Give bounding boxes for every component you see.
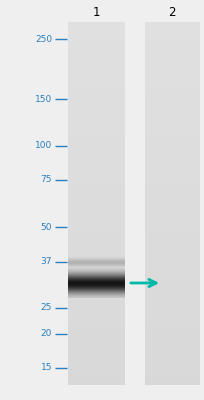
Text: 100: 100 xyxy=(35,142,52,150)
Text: 37: 37 xyxy=(40,258,52,266)
Text: 150: 150 xyxy=(35,94,52,104)
Text: 15: 15 xyxy=(40,364,52,372)
Text: 50: 50 xyxy=(40,222,52,232)
Text: 1: 1 xyxy=(92,6,99,18)
Text: 20: 20 xyxy=(40,330,52,338)
Text: 25: 25 xyxy=(40,304,52,312)
Text: 75: 75 xyxy=(40,176,52,184)
Text: 2: 2 xyxy=(167,6,175,18)
Text: 250: 250 xyxy=(35,34,52,44)
